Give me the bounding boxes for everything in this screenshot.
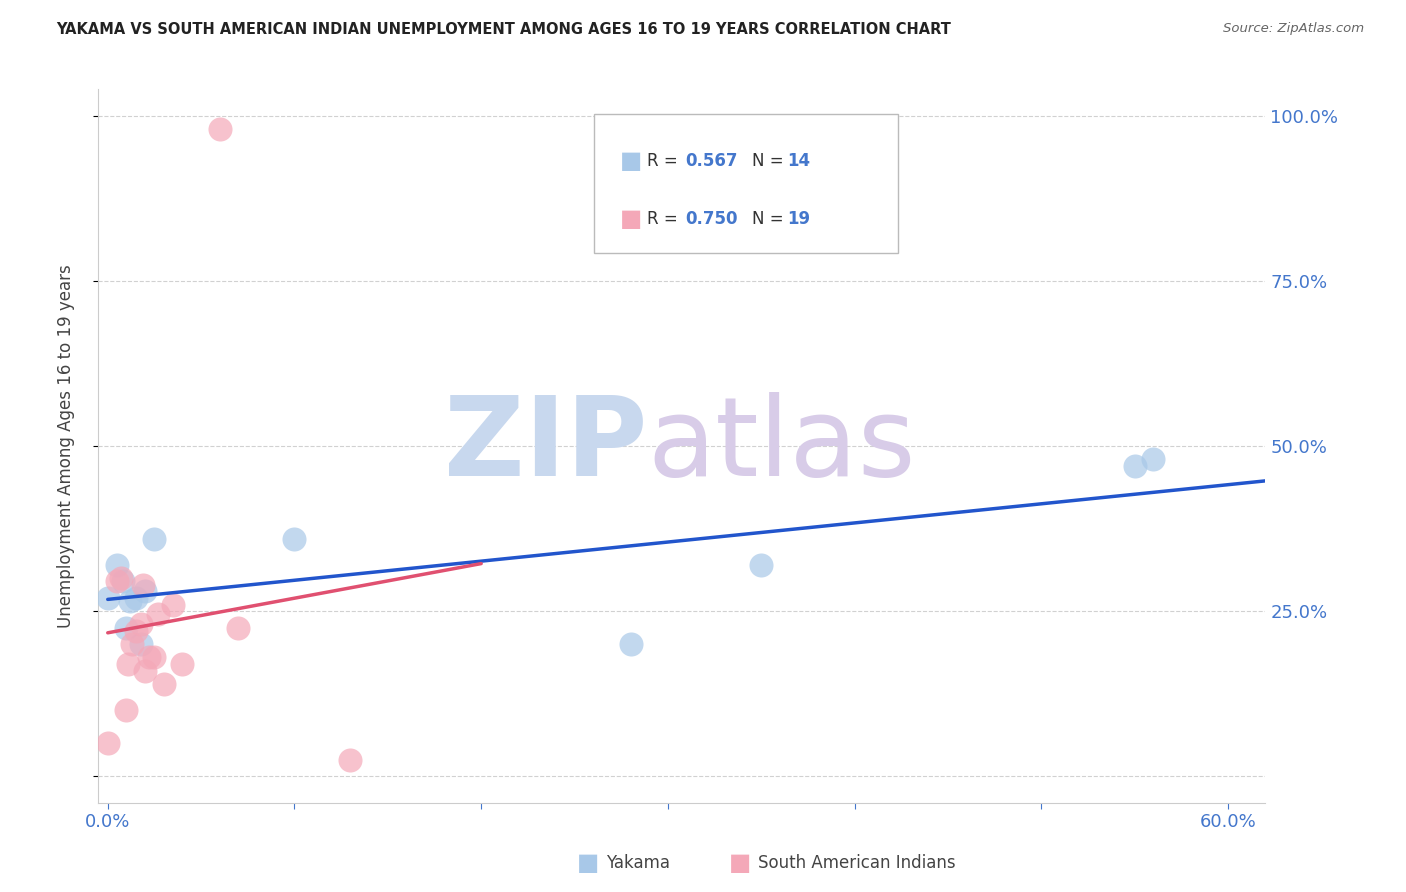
Text: ■: ■ (576, 852, 599, 875)
Point (1142, 452, 1164, 467)
Point (339, 753, 361, 767)
Point (143, 532, 166, 546)
Point (143, 650, 166, 665)
Point (97, 591, 120, 605)
Y-axis label: Unemployment Among Ages 16 to 19 years: Unemployment Among Ages 16 to 19 years (56, 264, 75, 628)
Point (208, 121, 231, 136)
Text: 0.567: 0.567 (685, 153, 738, 170)
Point (131, 637, 153, 651)
Text: YAKAMA VS SOUTH AMERICAN INDIAN UNEMPLOYMENT AMONG AGES 16 TO 19 YEARS CORRELATI: YAKAMA VS SOUTH AMERICAN INDIAN UNEMPLOY… (56, 22, 950, 37)
Point (132, 578, 155, 592)
Point (97, 736, 120, 750)
Text: 19: 19 (787, 210, 810, 227)
Text: ZIP: ZIP (443, 392, 647, 500)
Point (1123, 458, 1146, 473)
Point (172, 657, 194, 671)
Point (125, 591, 148, 605)
Text: 14: 14 (787, 153, 810, 170)
Text: ■: ■ (620, 207, 643, 231)
Point (120, 594, 142, 608)
Text: ■: ■ (728, 852, 751, 875)
Point (121, 637, 143, 651)
Text: South American Indians: South American Indians (758, 855, 956, 872)
Point (283, 532, 305, 546)
Point (105, 558, 128, 572)
FancyBboxPatch shape (595, 114, 898, 253)
Point (228, 621, 250, 635)
Point (125, 624, 148, 638)
Point (115, 621, 138, 635)
Text: Yakama: Yakama (606, 855, 671, 872)
Point (619, 637, 641, 651)
Text: R =: R = (647, 153, 683, 170)
Point (749, 558, 772, 572)
Point (115, 703, 138, 717)
Text: ■: ■ (620, 149, 643, 173)
Point (162, 598, 184, 612)
Point (152, 677, 174, 691)
Point (111, 574, 134, 589)
Point (134, 584, 156, 599)
Point (117, 657, 139, 671)
Text: R =: R = (647, 210, 683, 227)
Text: N =: N = (752, 153, 789, 170)
Point (110, 571, 132, 585)
Point (138, 650, 160, 665)
Text: atlas: atlas (647, 392, 915, 500)
Point (131, 617, 153, 632)
Text: N =: N = (752, 210, 789, 227)
Point (105, 574, 128, 589)
Text: Source: ZipAtlas.com: Source: ZipAtlas.com (1223, 22, 1364, 36)
Point (134, 664, 156, 678)
Text: 0.750: 0.750 (685, 210, 738, 227)
Point (146, 607, 169, 622)
